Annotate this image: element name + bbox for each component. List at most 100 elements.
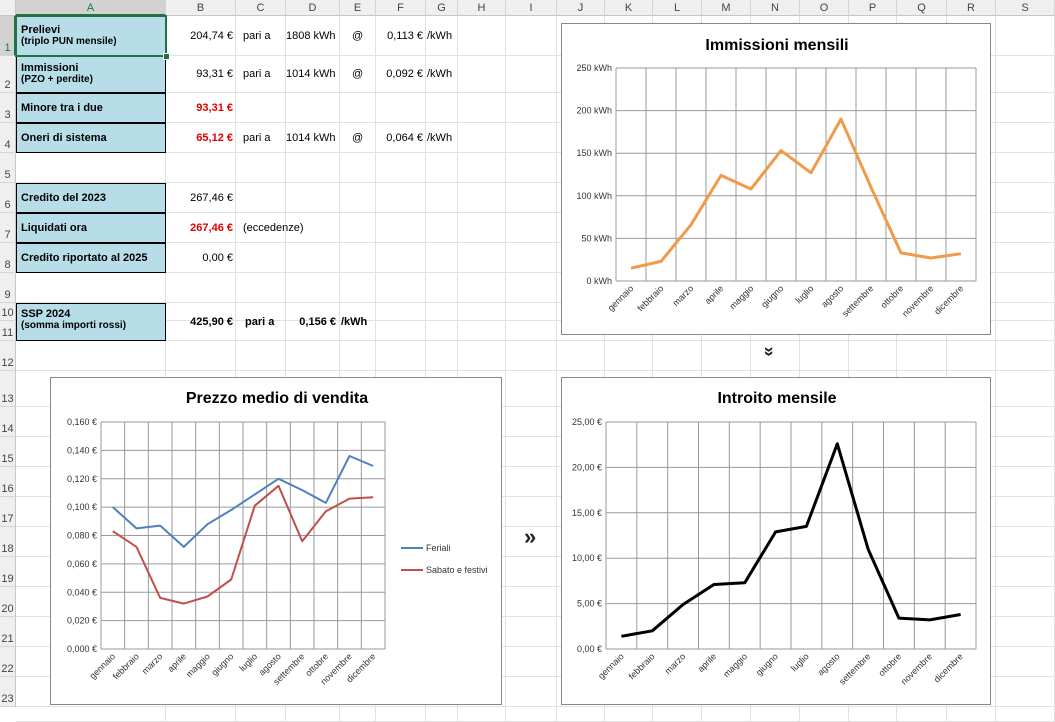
- label-liquidati[interactable]: Liquidati ora: [16, 213, 166, 243]
- cell-f4[interactable]: 0,064 €: [386, 132, 423, 144]
- column-header-i[interactable]: I: [506, 0, 557, 16]
- row-header-15[interactable]: 15: [0, 437, 16, 467]
- cell-b10[interactable]: 425,90 €: [190, 316, 233, 328]
- row-header-4[interactable]: 4: [0, 123, 16, 153]
- column-header-m[interactable]: M: [702, 0, 751, 16]
- gridline-row: [16, 55, 1055, 56]
- cell-b6[interactable]: 267,46 €: [190, 192, 233, 204]
- cell-e1[interactable]: @: [352, 30, 364, 42]
- x-tick-label: giugno: [759, 283, 785, 309]
- series-line-sabato-e-festivi: [112, 484, 374, 605]
- cell-f2[interactable]: 0,092 €: [386, 68, 423, 80]
- row-header-5[interactable]: 5: [0, 153, 16, 183]
- row-header-13[interactable]: 13: [0, 371, 16, 407]
- row-header-16[interactable]: 16: [0, 467, 16, 497]
- label-minore[interactable]: Minore tra i due: [16, 93, 166, 123]
- x-tick-label: febbraio: [627, 651, 657, 681]
- label-prelievi[interactable]: Prelievi (triplo PUN mensile): [16, 16, 166, 56]
- cell-c2[interactable]: pari a: [243, 68, 271, 80]
- row-header-11[interactable]: 11: [0, 321, 16, 341]
- row-header-9[interactable]: 9: [0, 273, 16, 303]
- label-liquidati-title: Liquidati ora: [21, 222, 87, 234]
- fill-handle[interactable]: [163, 53, 170, 60]
- label-oneri[interactable]: Oneri di sistema: [16, 123, 166, 153]
- column-header-k[interactable]: K: [605, 0, 653, 16]
- gridline-col: [604, 16, 605, 722]
- select-all-corner[interactable]: [0, 0, 16, 16]
- cell-d2[interactable]: 1014 kWh: [286, 68, 336, 80]
- row-header-8[interactable]: 8: [0, 243, 16, 273]
- label-credito-2023[interactable]: Credito del 2023: [16, 183, 166, 213]
- cell-g1[interactable]: /kWh: [427, 30, 453, 42]
- cell-b1[interactable]: 204,74 €: [190, 30, 233, 42]
- column-header-a[interactable]: A: [16, 0, 166, 16]
- row-header-21[interactable]: 21: [0, 617, 16, 647]
- row-header-10[interactable]: 10: [0, 303, 16, 321]
- row-header-6[interactable]: 6: [0, 183, 16, 213]
- cell-c10[interactable]: pari a: [245, 316, 275, 328]
- cell-b2[interactable]: 93,31 €: [196, 68, 233, 80]
- cell-c1[interactable]: pari a: [243, 30, 271, 42]
- column-header-b[interactable]: B: [166, 0, 236, 16]
- x-tick-label: gennaio: [596, 651, 626, 681]
- row-header-20[interactable]: 20: [0, 587, 16, 617]
- y-tick-label: 10,00 €: [572, 553, 602, 563]
- column-header-j[interactable]: J: [557, 0, 605, 16]
- label-credito-riportato[interactable]: Credito riportato al 2025: [16, 243, 166, 273]
- label-ssp[interactable]: SSP 2024 (somma importi rossi): [16, 303, 166, 341]
- y-tick-label: 0,020 €: [67, 616, 97, 626]
- chart-prezzo-medio-vendita[interactable]: Prezzo medio di vendita 0,000 € 0,020 € 0,0…: [50, 377, 502, 705]
- column-header-n[interactable]: N: [751, 0, 800, 16]
- column-header-r[interactable]: R: [947, 0, 996, 16]
- cell-e4[interactable]: @: [352, 132, 364, 144]
- row-header-22[interactable]: 22: [0, 647, 16, 677]
- column-header-s[interactable]: S: [996, 0, 1055, 16]
- y-tick-label: 0,000 €: [67, 644, 97, 654]
- cell-d10[interactable]: 0,156 €: [299, 316, 336, 328]
- row-header-17[interactable]: 17: [0, 497, 16, 527]
- cell-b7[interactable]: 267,46 €: [190, 222, 233, 234]
- row-header-12[interactable]: 12: [0, 341, 16, 371]
- y-tick-label: 0,00 €: [577, 644, 602, 654]
- cell-c4[interactable]: pari a: [243, 132, 271, 144]
- label-immissioni[interactable]: Immissioni (PZO + perdite): [16, 56, 166, 93]
- column-header-g[interactable]: G: [426, 0, 458, 16]
- row-header-14[interactable]: 14: [0, 407, 16, 437]
- chart-immissioni-mensili[interactable]: Immissioni mensili 0 kWh 50 kWh 100 kWh 150 …: [561, 23, 991, 335]
- chart-introito-mensile[interactable]: Introito mensile 0,00 € 5,00 € 10,00 € 15,00…: [561, 377, 991, 705]
- y-tick-label: 0,080 €: [67, 531, 97, 541]
- cell-d1[interactable]: 1808 kWh: [286, 30, 336, 42]
- column-header-l[interactable]: L: [653, 0, 702, 16]
- x-tick-label: marzo: [140, 651, 165, 676]
- column-header-e[interactable]: E: [340, 0, 376, 16]
- row-header-7[interactable]: 7: [0, 213, 16, 243]
- cell-d4[interactable]: 1014 kWh: [286, 132, 336, 144]
- y-tick-label: 0,060 €: [67, 559, 97, 569]
- cell-g4[interactable]: /kWh: [427, 132, 453, 144]
- column-header-f[interactable]: F: [376, 0, 426, 16]
- row-header-19[interactable]: 19: [0, 557, 16, 587]
- gridline-row: [16, 370, 1055, 371]
- column-header-h[interactable]: H: [458, 0, 506, 16]
- cell-b8[interactable]: 0,00 €: [202, 252, 233, 264]
- column-header-q[interactable]: Q: [897, 0, 947, 16]
- row-header-1[interactable]: 1: [0, 16, 16, 56]
- cell-b4[interactable]: 65,12 €: [196, 132, 233, 144]
- row-header-18[interactable]: 18: [0, 527, 16, 557]
- cell-b3[interactable]: 93,31 €: [196, 102, 233, 114]
- row-header-3[interactable]: 3: [0, 93, 16, 123]
- row-header-23[interactable]: 23: [0, 677, 16, 707]
- row-header-2[interactable]: 2: [0, 56, 16, 93]
- cell-e10[interactable]: /kWh: [341, 316, 368, 328]
- column-header-d[interactable]: D: [286, 0, 340, 16]
- cell-f1[interactable]: 0,113 €: [387, 30, 423, 42]
- column-header-p[interactable]: P: [849, 0, 897, 16]
- cell-g2[interactable]: /kWh: [427, 68, 453, 80]
- cell-e2[interactable]: @: [352, 68, 364, 80]
- column-header-o[interactable]: O: [800, 0, 849, 16]
- cell-c7[interactable]: (eccedenze): [243, 222, 304, 234]
- column-header-c[interactable]: C: [236, 0, 286, 16]
- gridline-col: [701, 16, 702, 722]
- y-tick-label: 15,00 €: [572, 508, 602, 518]
